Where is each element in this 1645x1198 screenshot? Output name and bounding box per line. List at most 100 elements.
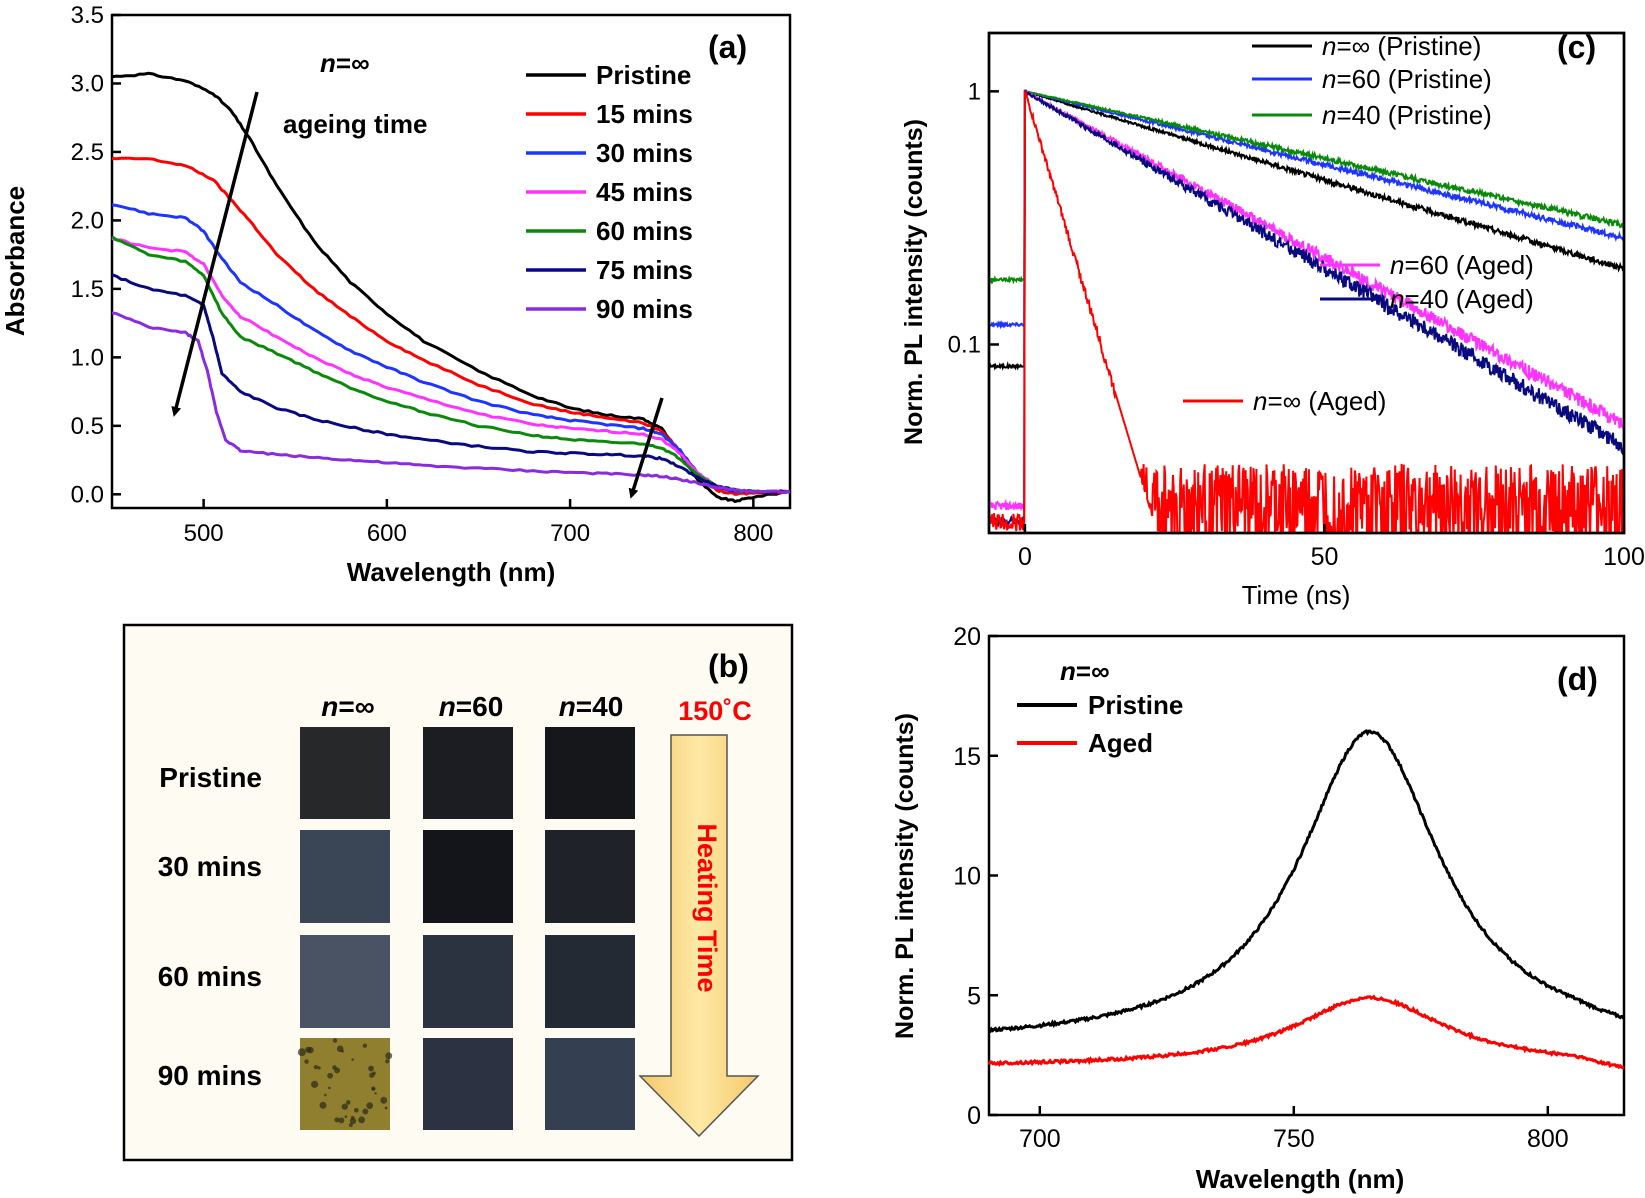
panel-a-legend-label-90-mins: 90 mins [596,294,693,324]
panel-b-photo-grid: (b) n=∞ n=60 n=40 150˚C Pristine 30 mins… [122,623,794,1162]
photo-swatch-30-mins-col1 [300,830,390,923]
panel-d-y-axis-label: Norm. PL intensity (counts) [891,713,919,1039]
panel-a-y-tick-label: 1.5 [71,276,104,303]
panel-b-col-header-3: n=40 [559,691,624,722]
panel-a-ageing-time-annotation: ageing time [283,109,427,139]
photo-speck [327,1072,334,1079]
panel-a-series-line-pristine [111,71,791,504]
panel-b-row-label-pristine: Pristine [159,762,262,793]
photo-speck [348,1123,353,1127]
panel-a-n-symbol: n [320,48,336,78]
panel-a-series-line-75-mins [111,273,791,494]
panel-a-legend: Pristine 15 mins 30 mins 45 mins 60 mins 75 m… [526,60,693,324]
panel-a-ageing-arrow-2 [628,397,664,499]
panel-a-series [111,71,791,504]
panel-a-legend-label-15-mins: 15 mins [596,99,693,129]
panel-a-x-tick-label: 500 [184,520,224,547]
panel-c-series-line-40-aged [989,89,1624,529]
panel-d-x-tick-label: 800 [1527,1125,1569,1153]
panel-a-y-tick-label: 3.5 [71,2,104,29]
panel-c-legend-text: =∞ (Pristine) [1336,31,1481,61]
photo-speck [385,1059,390,1064]
panel-d-legend-label-pristine: Pristine [1088,690,1183,720]
panel-d-n-annotation: n=∞ [1060,656,1110,686]
photo-speck [368,1065,374,1072]
panel-a-x-tick-label: 700 [550,520,590,547]
photo-speck [380,1096,388,1104]
panel-c-y-tick-label: 1 [968,78,981,105]
panel-d-legend: Pristine Aged [1017,690,1183,758]
panel-d-n-value: =∞ [1076,656,1110,686]
panel-c-legend-n-symbol: n [1390,250,1404,280]
panel-a-legend-label-pristine: Pristine [596,60,691,90]
panel-c-legend-n-symbol: n [1322,100,1336,130]
panel-a-y-tick-label: 2.0 [71,207,104,234]
panel-c-x-tick-label: 100 [1603,543,1645,571]
photo-swatch-30-mins-col3 [545,830,635,923]
photo-speck [297,1048,306,1057]
panel-c-axes-frame-overlay [987,31,1626,535]
panel-a-n-annotation: n=∞ [320,48,370,78]
panel-b-row-label-30-mins: 30 mins [158,851,262,882]
panel-c-axes-frame [987,31,1626,535]
panel-d-n-symbol: n [1060,656,1076,686]
photo-speck [341,1103,348,1110]
photo-speck [349,1117,357,1125]
heating-time-arrow [638,734,760,1138]
panel-c-legend-n-symbol: n [1390,284,1404,314]
photo-swatch-90-mins-col2 [423,1038,513,1130]
photo-swatch-pristine-col3 [545,727,635,819]
photo-speck [358,1116,366,1124]
panel-b-col-header-3-n: n [559,691,576,722]
panel-a-n-value: =∞ [336,48,370,78]
photo-speck [345,1100,351,1105]
panel-d-x-axis-label: Wavelength (nm) [1196,1164,1404,1194]
panel-d-series-line-aged [987,994,1625,1070]
photo-speck [385,1052,393,1060]
panel-c-legend: n=∞ (Pristine)n=60 (Pristine)n=40 (Prist… [1183,31,1534,416]
photo-speck [344,1115,348,1118]
panel-a-x-axis-label: Wavelength (nm) [347,557,555,587]
photo-swatch-90-mins-col3 [545,1038,635,1130]
panel-a-legend-label-30-mins: 30 mins [596,138,693,168]
panel-c-label: (c) [1557,29,1596,65]
panel-c-legend-label-pristine: n=∞ (Pristine) [1322,31,1481,61]
panel-a-series-line-60-mins [111,235,790,494]
panel-a-y-tick-label: 0.0 [71,481,104,508]
panel-c-legend-text: =60 (Aged) [1404,250,1533,280]
panel-a-ageing-arrow-1 [171,91,259,417]
panel-a-absorbance-chart: 500 600 700 800 0.0 0.5 1.0 1.5 2.0 2.5 3.0 3.5 Wav… [0,2,792,587]
panel-c-legend-label-60-pristine: n=60 (Pristine) [1322,64,1492,94]
photo-speck [334,1117,340,1123]
panel-c-x-axis-label: Time (ns) [1242,580,1351,610]
panel-b-row-labels: Pristine 30 mins 60 mins 90 mins [158,762,262,1091]
panel-d-series-line-pristine [988,729,1626,1034]
panel-b-temperature: 150˚C [678,696,752,726]
panel-d-y-tick-label: 10 [953,863,981,891]
photo-swatch-pristine-col1 [300,727,390,819]
panel-c-legend-text: =∞ (Aged) [1267,386,1386,416]
photo-speck [362,1043,368,1048]
panel-a-legend-label-75-mins: 75 mins [596,255,693,285]
panel-b-row-label-60-mins: 60 mins [158,961,262,992]
photo-speck [350,1115,355,1120]
panel-b-col-header-2: n=60 [439,691,504,722]
photo-swatch-pristine-col2 [423,727,513,819]
panel-d-axes-frame [987,634,1626,1117]
panel-b-swatches [297,727,635,1130]
panel-a-y-tick-label: 1.0 [71,344,104,371]
panel-c-legend-text: =40 (Aged) [1404,284,1533,314]
photo-swatch-60-mins-col1 [300,935,390,1028]
panel-c-x-tick-label: 0 [1018,543,1032,571]
panel-b-col-header-1: n=∞ [321,691,374,722]
panel-d-series [987,729,1626,1070]
photo-speck [311,1080,319,1088]
panel-d-x-tick-label: 750 [1273,1125,1315,1153]
photo-speck [362,1108,369,1115]
panel-a-series-line-30-mins [111,203,791,494]
panel-a-series-line-90-mins [111,311,791,494]
panel-b-col-header-1-n: n [321,691,338,722]
photo-speck [332,1038,338,1043]
panel-a-y-tick-label: 3.0 [71,70,104,97]
